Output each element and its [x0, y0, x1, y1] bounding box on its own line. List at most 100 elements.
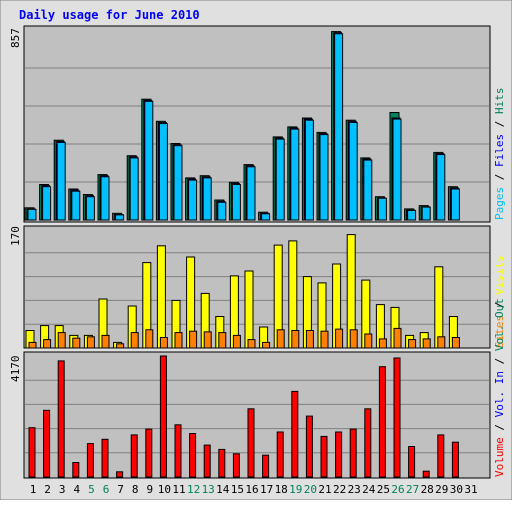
- bar-pages-day-8: [129, 157, 139, 221]
- bar-volume-day-18: [276, 431, 284, 478]
- panel-2-legend: Sites / Visits: [493, 255, 506, 348]
- bar-pages-day-16: [246, 166, 256, 221]
- bar-pages-day-25: [377, 197, 387, 221]
- bar-volume-day-24: [364, 408, 372, 478]
- bar-sites-day-8: [130, 332, 139, 349]
- bar-sites-day-25: [378, 338, 387, 349]
- bar-volume-day-6: [101, 438, 109, 478]
- bar-pages-day-14: [217, 201, 227, 221]
- day-label-5: 5: [88, 483, 95, 496]
- bar-sites-day-27: [408, 339, 417, 349]
- bar-volume-day-10: [159, 355, 167, 478]
- bar-volume-day-2: [43, 409, 51, 478]
- panel-1-ymax-label: 857: [9, 28, 22, 48]
- bar-pages-day-7: [115, 214, 125, 221]
- panel-1-background: [23, 25, 491, 223]
- bar-pages-day-18: [275, 138, 285, 221]
- x-axis-day-labels: 1 2 3 4 5 6 7 8 9 10 11 12 13 14 15 16 17 18 19 20 21 22 23 24 2…: [30, 483, 478, 496]
- day-label-8: 8: [132, 483, 139, 496]
- bar-pages-day-11: [173, 145, 183, 221]
- legend-label-pages: Pages: [493, 187, 506, 220]
- day-label-19: 19: [289, 483, 302, 496]
- day-label-23: 23: [348, 483, 361, 496]
- bar-pages-day-22: [334, 33, 344, 221]
- bar-volume-day-23: [349, 428, 357, 478]
- bar-pages-day-3: [56, 141, 66, 221]
- bar-pages-day-30: [450, 188, 460, 221]
- legend-separator: /: [493, 167, 506, 187]
- legend-label-vol-out: Vol. Out: [493, 298, 506, 351]
- bar-pages-day-5: [85, 196, 95, 221]
- panel-3-bars: [28, 355, 459, 478]
- panel-2-legend-text: Sites / Visits: [493, 255, 506, 348]
- bar-pages-day-20: [304, 119, 314, 221]
- day-label-26: 26: [391, 483, 404, 496]
- day-label-30: 30: [450, 483, 463, 496]
- day-label-28: 28: [421, 483, 434, 496]
- bar-sites-day-26: [393, 327, 402, 349]
- bar-visits-day-10: [156, 245, 166, 349]
- bar-sites-day-1: [28, 341, 37, 349]
- day-label-27: 27: [406, 483, 419, 496]
- bar-visits-day-29: [434, 266, 444, 349]
- bar-pages-day-29: [436, 154, 446, 221]
- day-label-20: 20: [304, 483, 317, 496]
- bar-pages-day-10: [158, 123, 168, 221]
- bar-sites-day-19: [291, 330, 300, 349]
- day-label-29: 29: [435, 483, 448, 496]
- panel-1-legend: Pages / Files / Hits: [493, 88, 506, 221]
- bar-volume-day-21: [320, 435, 328, 478]
- bar-pages-day-26: [392, 118, 402, 221]
- legend-separator: /: [493, 417, 506, 437]
- legend-label-volume: Volume: [493, 437, 506, 477]
- bar-sites-day-11: [174, 332, 183, 349]
- bar-pages-day-24: [363, 159, 373, 221]
- day-label-21: 21: [318, 483, 331, 496]
- day-label-24: 24: [362, 483, 376, 496]
- bar-sites-day-22: [335, 328, 344, 349]
- day-label-1: 1: [30, 483, 37, 496]
- day-label-11: 11: [172, 483, 185, 496]
- bar-volume-day-12: [189, 433, 197, 478]
- bar-sites-day-4: [72, 337, 81, 349]
- bar-pages-day-9: [144, 100, 154, 221]
- day-label-25: 25: [377, 483, 390, 496]
- bar-sites-day-5: [86, 336, 95, 349]
- bar-volume-day-28: [422, 470, 430, 478]
- bar-sites-day-30: [451, 337, 460, 349]
- bar-volume-day-30: [451, 441, 459, 478]
- bar-pages-day-23: [348, 122, 358, 221]
- bar-volume-day-11: [174, 424, 182, 478]
- bar-volume-day-17: [262, 454, 270, 478]
- bar-volume-day-8: [130, 434, 138, 478]
- bar-sites-day-10: [159, 337, 168, 349]
- bar-volume-day-9: [145, 428, 153, 478]
- bar-sites-day-7: [116, 343, 125, 349]
- bar-volume-day-20: [305, 415, 313, 478]
- bar-sites-day-14: [218, 332, 227, 349]
- bar-pages-day-13: [202, 177, 212, 221]
- panel-3-legend: Volume / Vol. In / Vol. Out: [493, 298, 506, 477]
- bar-volume-day-16: [247, 408, 255, 478]
- bar-pages-day-19: [290, 128, 300, 221]
- day-label-9: 9: [146, 483, 153, 496]
- day-label-22: 22: [333, 483, 346, 496]
- bar-sites-day-20: [305, 330, 314, 349]
- bar-volume-day-1: [28, 427, 36, 478]
- bar-volume-day-15: [232, 453, 240, 478]
- bar-volume-day-4: [72, 462, 80, 478]
- bar-pages-day-6: [100, 176, 110, 221]
- panel-2-background: [23, 225, 491, 349]
- bar-pages-day-27: [407, 210, 417, 221]
- bar-sites-day-17: [262, 341, 271, 349]
- day-label-17: 17: [260, 483, 273, 496]
- bar-sites-day-23: [349, 329, 358, 349]
- bar-volume-day-27: [408, 446, 416, 478]
- legend-label-sites: Sites: [493, 315, 506, 348]
- bar-sites-day-24: [364, 333, 373, 349]
- bar-volume-day-25: [378, 366, 386, 478]
- legend-label-vol-in: Vol. In: [493, 371, 506, 417]
- legend-label-visits: Visits: [493, 255, 506, 295]
